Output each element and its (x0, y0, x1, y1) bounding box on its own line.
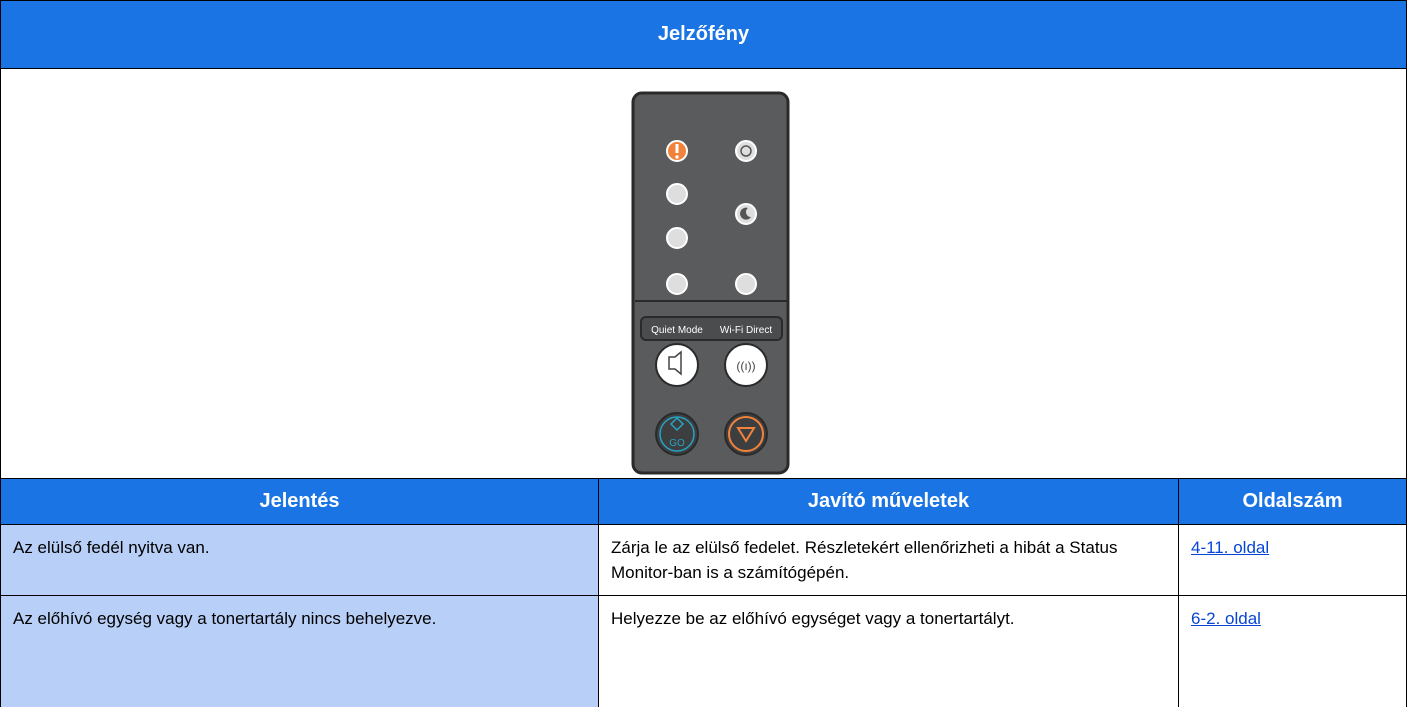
title: Jelzőfény (657, 23, 750, 45)
panel-illustration: Quiet Mode Wi-Fi Direct ((ı)) GO (631, 91, 790, 475)
column-title: Javító műveletek (807, 490, 970, 512)
panel-label: Quiet Mode (651, 325, 703, 336)
page-link[interactable]: 6-2. oldal (1191, 609, 1261, 628)
svg-text:((ı)): ((ı)) (736, 359, 755, 373)
action-cell: Zárja le az elülső fedelet. Részletekért… (598, 524, 1179, 596)
column-title: Oldalszám (1242, 490, 1343, 512)
panel-label: Wi-Fi Direct (720, 325, 772, 336)
page-cell: 4-11. oldal (1178, 524, 1407, 596)
meaning-cell: Az elülső fedél nyitva van. (0, 524, 599, 596)
action-cell: Helyezze be az előhívó egységet vagy a t… (598, 595, 1179, 707)
page-cell: 6-2. oldal (1178, 595, 1407, 707)
header-cell: Jelzőfény (0, 0, 1407, 69)
meaning-cell: Az előhívó egység vagy a tonertartály ni… (0, 595, 599, 707)
page-link[interactable]: 4-11. oldal (1191, 538, 1270, 557)
image-cell: Quiet Mode Wi-Fi Direct ((ı)) GO (0, 68, 1407, 479)
go-label: GO (669, 438, 685, 449)
column-header: Javító műveletek (598, 478, 1179, 525)
column-header: Oldalszám (1178, 478, 1407, 525)
column-title: Jelentés (259, 490, 340, 512)
column-header: Jelentés (0, 478, 599, 525)
